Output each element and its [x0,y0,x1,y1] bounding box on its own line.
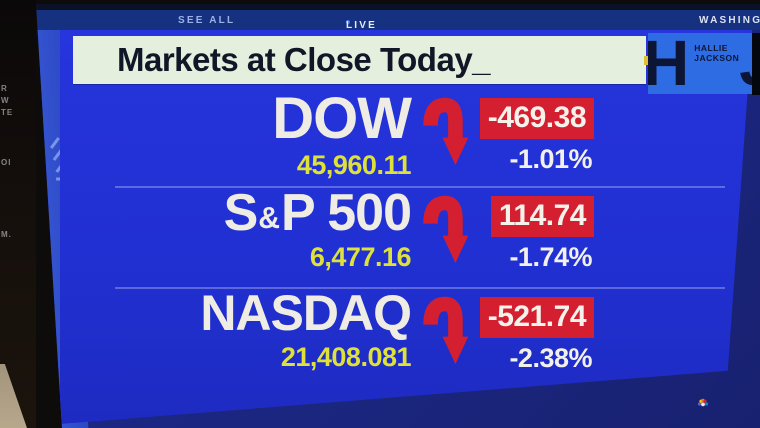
index-block: NASDAQ 21,408.081 [60,285,412,380]
change-block: -521.74 -2.38% [456,287,594,380]
logo-letter-j: J [739,33,752,94]
close-value: 21,408.081 [280,341,412,372]
set-shadow-corner [752,33,760,95]
hallie-jackson-logo: H HALLIE JACKSON J [648,33,752,94]
logo-letter-h: H [648,33,690,94]
index-block: S&P 500 6,477.16 [60,184,412,287]
change-badge: -469.38 [479,98,594,139]
row-divider [115,186,725,188]
down-arrow-icon [423,97,469,165]
percent-value: -1.74% [509,242,592,272]
bezel-text-fragment: R [1,84,8,93]
broadcast-topbar: SEE ALL LIVE WASHINGTON [36,10,760,31]
change-block: 114.74 -1.74% [456,186,594,287]
see-all-label: SEE ALL [178,15,236,26]
location-label: WASHINGTON [699,15,760,26]
live-label: LIVE [346,20,378,31]
down-arrow-icon [423,195,469,263]
peacock-icon [697,398,709,407]
live-dot-icon [346,20,350,24]
bezel-text-fragment: OI [1,158,12,167]
market-row-sp500: S&P 500 6,477.16 114.74 -1.74% [60,186,752,287]
markets-panel: DOW 45,960.11 -469.38 -1.01% S&P 500 6,4… [60,30,752,424]
percent-value: -1.01% [509,144,592,174]
tv-screen: SEE ALL LIVE WASHINGTON [36,4,760,428]
anchor-name: HALLIE JACKSON [694,43,740,63]
change-badge: 114.74 [490,196,594,237]
bezel-text-fragment: TE [1,108,14,117]
market-row-nasdaq: NASDAQ 21,408.081 -521.74 -2.38% [60,287,752,380]
tv-bezel: R W TE OI M. [0,0,36,428]
row-divider [115,287,725,289]
bezel-text-fragment: W [1,96,10,105]
index-name: DOW [272,86,412,151]
change-block: -469.38 -1.01% [456,88,594,186]
close-value: 45,960.11 [296,150,412,181]
index-name: S&P 500 [223,184,412,242]
headline-text: Markets at Close Today_ [117,41,491,78]
percent-value: -2.38% [509,343,592,373]
edge-artifact [644,56,648,65]
market-row-dow: DOW 45,960.11 -469.38 -1.01% [60,88,752,186]
close-value: 6,477.16 [309,242,412,273]
change-badge: -521.74 [479,297,594,338]
index-name: NASDAQ [200,285,412,341]
bezel-text-fragment: M. [1,230,12,239]
down-arrow-icon [423,296,469,364]
headline-banner: Markets at Close Today_ [73,36,646,84]
index-block: DOW 45,960.11 [60,86,412,186]
